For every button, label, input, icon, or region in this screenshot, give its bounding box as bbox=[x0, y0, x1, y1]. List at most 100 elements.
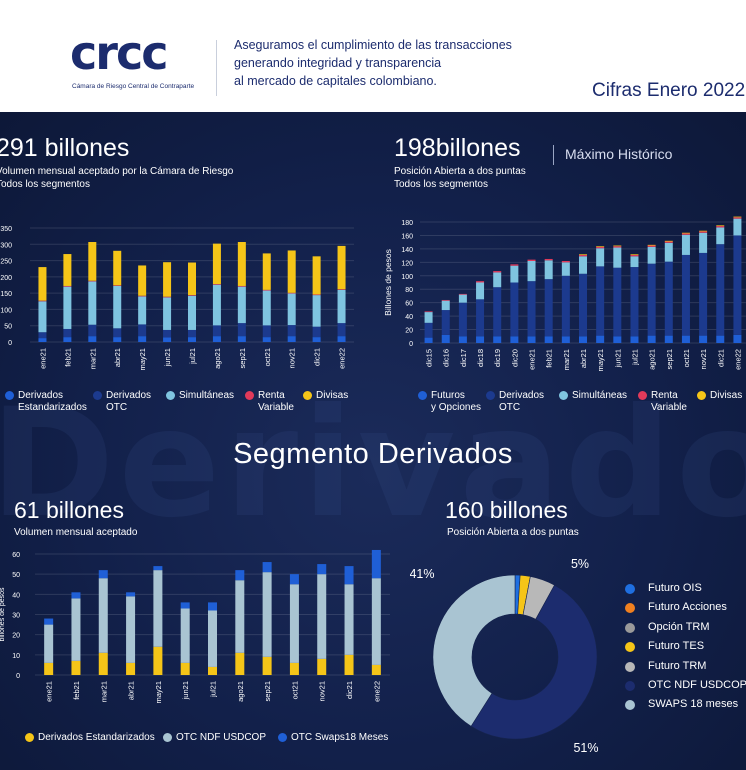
bar-segment bbox=[424, 311, 433, 313]
x-tick-label: dic19 bbox=[493, 349, 502, 367]
bar-segment bbox=[681, 234, 690, 255]
bar-segment bbox=[630, 267, 639, 337]
bar-segment bbox=[476, 282, 485, 300]
bar-segment bbox=[647, 246, 656, 264]
bar-segment bbox=[163, 262, 172, 297]
legend-volumen: Derivados Estandarizados Derivados OTC Simul… bbox=[0, 390, 370, 421]
x-tick-label: may21 bbox=[596, 349, 605, 372]
volumen-subtitle-2: Todos los segmentos bbox=[0, 179, 90, 190]
bar-segment bbox=[344, 584, 354, 655]
bar-segment bbox=[733, 218, 742, 236]
y-tick-label: 120 bbox=[401, 260, 413, 267]
bar-segment bbox=[208, 666, 217, 675]
bar-segment bbox=[716, 227, 725, 245]
x-tick-label: dic20 bbox=[510, 349, 519, 367]
bar-segment bbox=[188, 337, 196, 342]
x-tick-label: feb21 bbox=[72, 681, 81, 700]
x-tick-label: ene21 bbox=[45, 681, 54, 702]
legend-label: Futuro TES bbox=[648, 640, 705, 653]
bar-segment bbox=[208, 610, 217, 667]
bar-segment bbox=[476, 336, 485, 343]
bar-segment bbox=[441, 299, 450, 301]
bar-segment bbox=[527, 336, 536, 343]
bar-segment bbox=[476, 281, 485, 283]
bar-segment bbox=[153, 566, 163, 571]
bar-segment bbox=[237, 286, 246, 324]
y-tick-label: 350 bbox=[0, 226, 12, 233]
bar-segment bbox=[262, 656, 272, 675]
bar-segment bbox=[126, 596, 136, 663]
bar-segment bbox=[113, 285, 122, 329]
derivados-volumen-subtitle: Volumen mensual aceptado bbox=[14, 527, 138, 538]
legend-posicion: Futuros y Opciones Derivados OTC Simultáneas… bbox=[416, 390, 746, 421]
legend-label: Opción TRM bbox=[648, 620, 710, 633]
bar-segment bbox=[63, 254, 72, 286]
bar-segment bbox=[579, 254, 587, 255]
bar-segment bbox=[458, 293, 467, 295]
x-tick-label: jun21 bbox=[613, 349, 622, 368]
bar-segment bbox=[312, 256, 321, 295]
x-tick-label: oct21 bbox=[263, 348, 272, 366]
bar-segment bbox=[424, 312, 433, 323]
bar-segment bbox=[180, 608, 190, 663]
bar-segment bbox=[424, 322, 433, 338]
bar-segment bbox=[88, 324, 97, 337]
tagline-line-3: al mercado de capitales colombiano. bbox=[234, 74, 437, 88]
x-tick-label: dic18 bbox=[476, 349, 485, 367]
derivados-volumen-headline: 61 billones bbox=[14, 497, 124, 523]
bar-segment bbox=[337, 336, 346, 342]
legend-label: Futuro TRM bbox=[648, 659, 707, 672]
bar-segment bbox=[596, 246, 605, 247]
y-tick-label: 40 bbox=[12, 592, 20, 599]
bar-segment bbox=[664, 335, 673, 343]
donut-value-label: 51% bbox=[573, 741, 598, 755]
derivados-posicion-headline: 160 billones bbox=[445, 497, 568, 523]
donut-value-label: 2% bbox=[535, 552, 553, 555]
bar-segment bbox=[647, 244, 656, 246]
posicion-headline: 198billones bbox=[394, 134, 521, 162]
x-tick-label: oct21 bbox=[290, 681, 299, 699]
bar-segment bbox=[38, 300, 47, 302]
bar-segment bbox=[262, 572, 272, 657]
x-tick-label: dic21 bbox=[313, 348, 322, 366]
y-tick-label: 0 bbox=[409, 341, 413, 348]
chart-derivados-volumen: 0 10 20 30 40 50 60 ene21 feb21 mar21 abr21 may21 ju… bbox=[0, 549, 390, 704]
bar-segment bbox=[153, 646, 163, 675]
bar-segment bbox=[138, 295, 147, 297]
bar-segment bbox=[287, 250, 296, 293]
bar-segment bbox=[98, 652, 108, 675]
legend-swatch bbox=[278, 733, 287, 742]
donut-value-label: 5% bbox=[571, 557, 589, 571]
y-tick-label: 160 bbox=[401, 233, 413, 240]
bar-segment bbox=[44, 624, 54, 663]
y-tick-label: 80 bbox=[405, 287, 413, 294]
bar-segment bbox=[71, 660, 81, 675]
logo-subtitle: Cámara de Riesgo Central de Contraparte bbox=[72, 83, 195, 90]
bar-segment bbox=[312, 326, 321, 338]
bar-segment bbox=[716, 335, 725, 343]
header: crcc Cámara de Riesgo Central de Contrap… bbox=[0, 0, 746, 112]
bar-segment bbox=[237, 242, 246, 286]
bar-segment bbox=[38, 332, 47, 339]
y-tick-label: 140 bbox=[401, 247, 413, 254]
x-tick-label: ene21 bbox=[528, 349, 537, 370]
bar-segment bbox=[237, 336, 246, 342]
bar-segment bbox=[126, 662, 136, 675]
bar-segment bbox=[561, 275, 570, 337]
bar-segment bbox=[337, 245, 346, 290]
y-tick-label: 100 bbox=[401, 274, 413, 281]
bar-segment bbox=[188, 262, 196, 296]
legend-swatch bbox=[418, 391, 427, 400]
watermark: Derivados bbox=[0, 377, 746, 551]
bar-segment bbox=[98, 570, 108, 579]
bar-segment bbox=[579, 336, 587, 343]
donut-value-label: 41% bbox=[410, 567, 435, 581]
bar-segment bbox=[716, 244, 725, 336]
x-tick-label: jun21 bbox=[181, 681, 190, 700]
bar-segment bbox=[163, 296, 172, 298]
x-tick-label: jul21 bbox=[630, 349, 639, 366]
x-tick-label: jul21 bbox=[188, 348, 197, 365]
bar-segment bbox=[510, 265, 519, 283]
legend-swatch bbox=[486, 391, 495, 400]
volumen-subtitle-1: Volumen mensual aceptado por la Cámara d… bbox=[0, 166, 234, 177]
